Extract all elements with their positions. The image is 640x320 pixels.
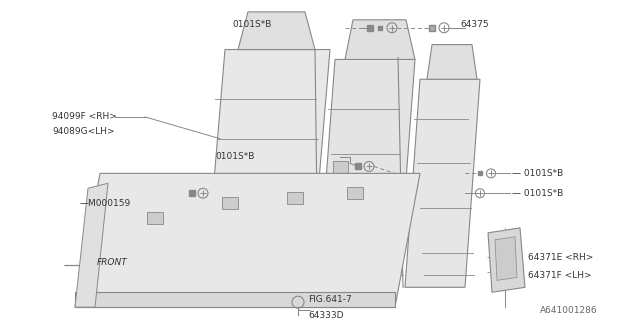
Polygon shape bbox=[495, 237, 517, 280]
Text: 64375: 64375 bbox=[460, 20, 488, 29]
Text: 64371E <RH>: 64371E <RH> bbox=[528, 253, 593, 262]
Polygon shape bbox=[147, 212, 163, 224]
Polygon shape bbox=[75, 292, 395, 307]
Text: 64371F <LH>: 64371F <LH> bbox=[528, 271, 591, 280]
Text: FIG.641-7: FIG.641-7 bbox=[308, 295, 352, 304]
Polygon shape bbox=[427, 44, 477, 79]
Text: 0101S*B: 0101S*B bbox=[232, 20, 271, 29]
Polygon shape bbox=[488, 228, 525, 292]
Text: —M000159: —M000159 bbox=[80, 199, 131, 208]
Polygon shape bbox=[318, 60, 415, 287]
Text: — 0101S*B: — 0101S*B bbox=[512, 189, 563, 198]
Polygon shape bbox=[75, 183, 108, 307]
Polygon shape bbox=[333, 161, 348, 173]
Text: A641001286: A641001286 bbox=[540, 306, 598, 315]
Polygon shape bbox=[238, 12, 315, 50]
Polygon shape bbox=[222, 197, 238, 209]
Text: — 0101S*B: — 0101S*B bbox=[512, 169, 563, 178]
Text: 94099F <RH>: 94099F <RH> bbox=[52, 112, 117, 121]
Polygon shape bbox=[405, 79, 480, 287]
Text: 0101S*B: 0101S*B bbox=[215, 152, 254, 161]
Text: 64333D: 64333D bbox=[308, 310, 344, 320]
Polygon shape bbox=[287, 192, 303, 204]
Polygon shape bbox=[205, 50, 330, 287]
Polygon shape bbox=[75, 173, 420, 307]
Text: FRONT: FRONT bbox=[97, 258, 128, 267]
Polygon shape bbox=[345, 20, 415, 60]
Text: 94089G<LH>: 94089G<LH> bbox=[52, 127, 115, 136]
Polygon shape bbox=[347, 187, 363, 199]
Polygon shape bbox=[333, 193, 348, 213]
